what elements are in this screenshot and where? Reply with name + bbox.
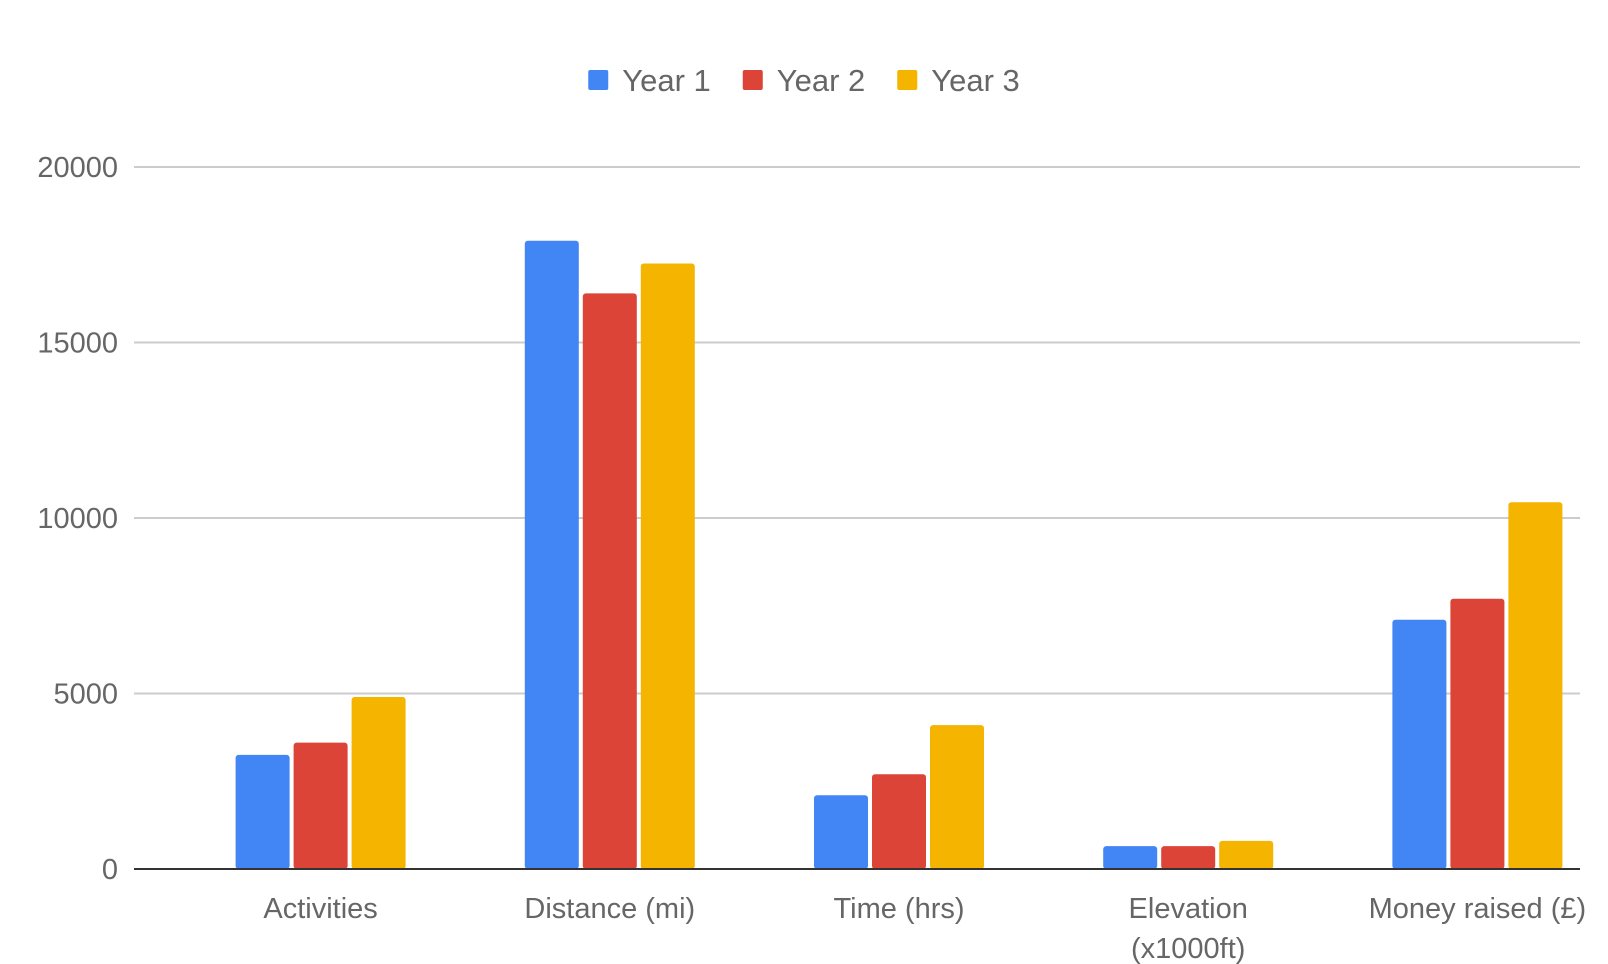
- y-tick-label: 10000: [37, 503, 118, 535]
- bars: [235, 240, 1563, 869]
- bar: [814, 795, 868, 869]
- bar: [1219, 840, 1274, 869]
- legend-label: Year 3: [931, 63, 1020, 98]
- bar: [872, 774, 926, 869]
- legend-swatch: [588, 70, 609, 90]
- y-tick-label: 15000: [37, 328, 118, 360]
- legend-label: Year 1: [622, 63, 711, 98]
- bar: [1161, 846, 1216, 869]
- bar: [1103, 846, 1158, 869]
- bar: [293, 742, 348, 869]
- x-category-label: Time (hrs): [833, 893, 964, 925]
- x-axis-category-labels: Activities Distance (mi) Time (hrs) Elevati…: [263, 893, 1586, 964]
- x-category-label: Elevation: [1129, 893, 1248, 925]
- y-tick-label: 0: [102, 854, 118, 886]
- bar: [524, 240, 579, 869]
- bar: [930, 725, 984, 869]
- bar: [640, 263, 695, 869]
- gridlines: [134, 166, 1580, 695]
- x-category-label: Activities: [263, 893, 377, 925]
- y-axis-tick-labels: 0 5000 10000 15000 20000: [37, 152, 118, 886]
- x-category-label: (x1000ft): [1131, 933, 1245, 964]
- bar: [235, 754, 290, 869]
- legend-swatch: [897, 70, 918, 90]
- bar: [1450, 598, 1505, 869]
- y-tick-label: 20000: [37, 152, 118, 184]
- x-category-label: Distance (mi): [524, 893, 695, 925]
- bar: [1392, 619, 1447, 869]
- bar: [351, 697, 406, 869]
- bar: [1508, 502, 1563, 869]
- legend-label: Year 2: [777, 63, 866, 98]
- x-category-label: Money raised (£): [1369, 893, 1587, 925]
- legend-swatch: [742, 70, 763, 90]
- y-tick-label: 5000: [53, 679, 118, 711]
- bar: [582, 293, 637, 869]
- legend: Year 1 Year 2 Year 3: [588, 63, 1020, 98]
